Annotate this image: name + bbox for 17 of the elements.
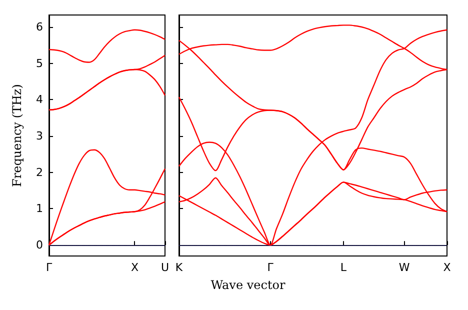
y-tick-label: 0 bbox=[36, 238, 43, 252]
y-tick-label: 1 bbox=[36, 202, 43, 216]
y-tick-label: 6 bbox=[36, 20, 43, 34]
x-tick-label: X bbox=[130, 261, 139, 274]
x-tick-label: U bbox=[160, 261, 170, 274]
x-tick-label: L bbox=[340, 261, 348, 274]
x-tick-label: Γ bbox=[267, 261, 274, 274]
y-tick-label: 4 bbox=[36, 93, 43, 106]
x-tick-label: X bbox=[443, 261, 452, 274]
y-tick-label: 3 bbox=[36, 130, 43, 143]
y-axis-title: Frequency (THz) bbox=[10, 84, 24, 187]
x-axis-title: Wave vector bbox=[210, 278, 286, 292]
x-tick-label: Γ bbox=[46, 261, 53, 274]
y-tick-label: 5 bbox=[36, 56, 43, 70]
x-tick-label: W bbox=[398, 261, 410, 274]
y-tick-label: 2 bbox=[36, 166, 43, 179]
x-tick-label: K bbox=[175, 261, 184, 274]
